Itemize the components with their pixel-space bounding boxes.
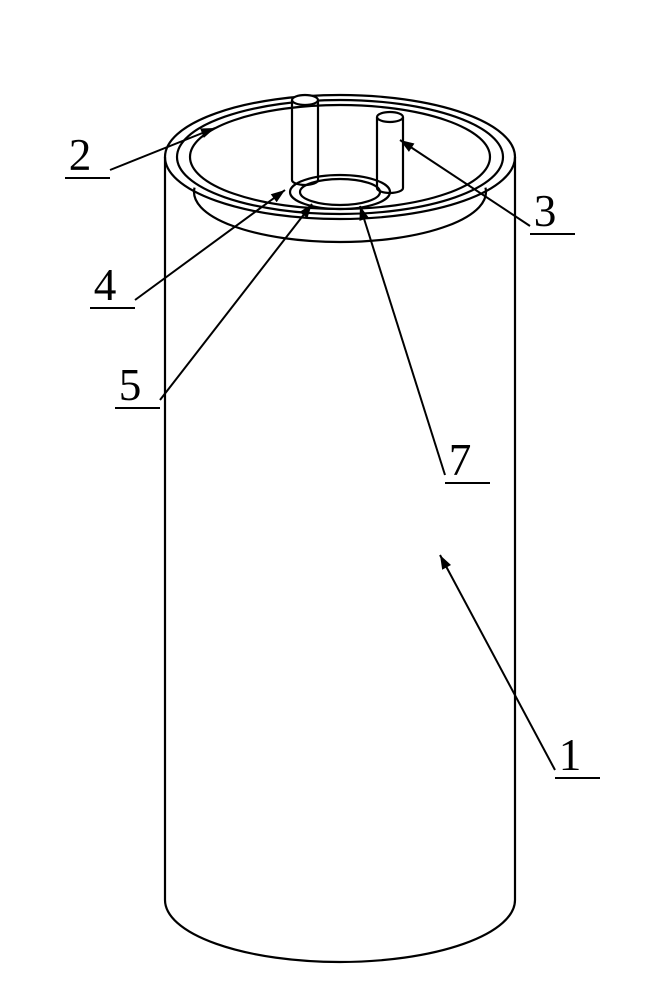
leader-5	[160, 204, 312, 400]
leader-1	[440, 555, 555, 770]
center-hole	[300, 179, 380, 205]
label-1: 1	[559, 730, 582, 780]
leader-4	[135, 190, 285, 300]
label-2: 2	[69, 130, 92, 180]
label-3: 3	[534, 186, 557, 236]
label-5: 5	[119, 360, 142, 410]
cylinder-top-rim	[165, 95, 515, 219]
rim-inner	[190, 105, 490, 209]
rim-mid	[177, 100, 503, 214]
cylinder-bottom-arc	[165, 900, 515, 962]
leader-7	[360, 206, 445, 475]
label-7: 7	[449, 435, 472, 485]
pin-right-top	[377, 112, 403, 122]
leader-2	[110, 128, 215, 170]
leader-1-arrow	[440, 555, 451, 570]
pin-left-top	[292, 95, 318, 105]
label-4: 4	[94, 260, 117, 310]
leader-5-arrow	[299, 204, 312, 218]
leader-4-arrow	[271, 190, 285, 202]
